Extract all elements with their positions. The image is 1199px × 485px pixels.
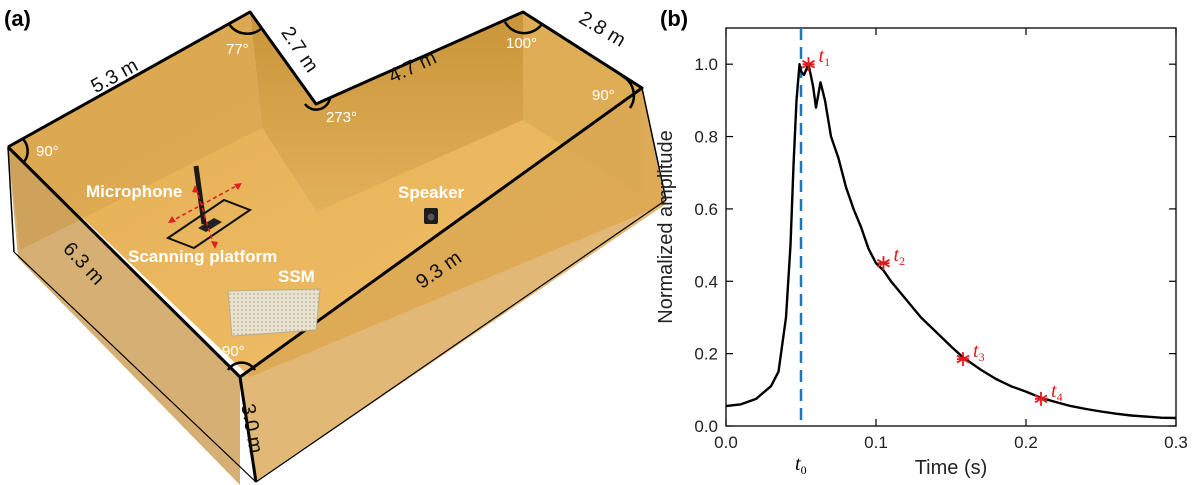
x-tick-label: 0.0 <box>714 433 738 452</box>
panel-a-label: (a) <box>4 6 31 31</box>
y-axis-label: Normalized amplitude <box>655 130 677 323</box>
angle-90-right: 90° <box>592 87 615 104</box>
angle-100: 100° <box>506 35 537 52</box>
speaker <box>424 208 438 224</box>
plot-frame <box>725 27 1177 427</box>
y-tick-label: 0.8 <box>694 128 718 147</box>
y-ticks: 0.0 0.2 0.4 0.6 0.8 1.0 <box>694 55 1176 436</box>
angle-77: 77° <box>226 41 249 58</box>
marker-t3: t3 <box>956 340 985 367</box>
marker-label: t4 <box>1051 380 1063 404</box>
arrow-head-3 <box>211 241 218 249</box>
microphone-label: Microphone <box>86 182 182 201</box>
arrow-head-4 <box>192 185 199 193</box>
marker-t2: t2 <box>876 244 906 271</box>
scanning-platform-label: Scanning platform <box>128 247 277 266</box>
scan-arrows <box>169 183 241 247</box>
y-tick-label: 0.4 <box>694 272 718 291</box>
marker-label: t3 <box>973 340 985 364</box>
ssm-label: SSM <box>278 267 315 286</box>
angle-90-left: 90° <box>36 143 59 160</box>
panel-b-label: (b) <box>660 6 688 31</box>
x-tick-label: 0.2 <box>1014 433 1038 452</box>
marker-t4: t4 <box>1034 380 1063 406</box>
x-tick-label: 0.3 <box>1164 433 1188 452</box>
t0-label: t0 <box>795 453 807 477</box>
y-tick-label: 0.6 <box>694 200 718 219</box>
arrow-head-1 <box>234 183 242 190</box>
ssm-panel <box>227 288 321 337</box>
x-axis-label: Time (s) <box>915 457 988 479</box>
room-edges <box>6 10 667 483</box>
decay-chart: (b) 0.0 0.2 0.4 0.6 0.8 1.0 0.0 0.1 0.2 0.3 t1 t2… <box>655 6 1188 479</box>
speaker-label: Speaker <box>398 183 465 202</box>
dim-2-8: 2.8 m <box>575 7 629 52</box>
y-tick-label: 1.0 <box>694 55 718 74</box>
marker-t1: t1 <box>801 45 831 72</box>
y-tick-label: 0.0 <box>694 417 718 436</box>
marker-label: t2 <box>894 244 906 268</box>
front-wall-right <box>240 88 666 482</box>
markers: t1 t2 t3 t4 <box>801 45 1063 406</box>
angle-90-front: 90° <box>222 343 245 360</box>
y-tick-label: 0.2 <box>694 345 718 364</box>
back-wall-right <box>316 12 523 212</box>
angle-273: 273° <box>326 109 357 126</box>
inner-wall-vertical <box>250 12 316 212</box>
arrow-head-2 <box>168 216 176 223</box>
room-panel: (a) 5.3 m 2.7 m <box>4 6 667 485</box>
marker-label: t1 <box>819 45 831 69</box>
front-wall-left <box>8 147 240 485</box>
x-ticks: 0.0 0.1 0.2 0.3 <box>714 28 1188 452</box>
angle-arcs <box>21 21 636 371</box>
scanning-platform <box>165 198 253 250</box>
series-line <box>725 63 1177 420</box>
microphone <box>193 165 207 225</box>
x-tick-label: 0.1 <box>864 433 888 452</box>
back-wall-left <box>8 12 262 250</box>
